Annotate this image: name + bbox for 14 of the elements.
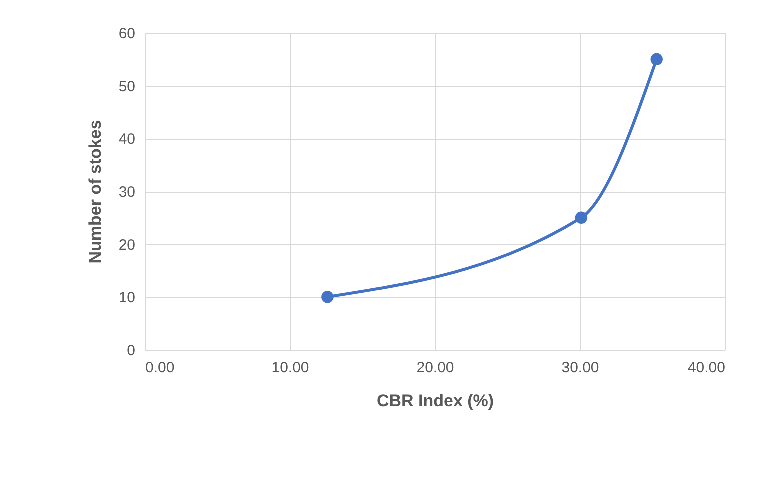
x-axis-title: CBR Index (%) xyxy=(376,392,494,410)
y-tick-label: 20 xyxy=(118,236,136,254)
x-tick-label: 0.00 xyxy=(146,360,175,376)
y-tick-label: 0 xyxy=(127,342,136,360)
x-tick-label: 30.00 xyxy=(562,360,600,376)
x-tick-label: 20.00 xyxy=(416,360,454,376)
y-tick-label: 50 xyxy=(118,78,136,96)
y-axis-title: Number of stokes xyxy=(86,120,105,264)
y-tick-label: 10 xyxy=(118,290,136,307)
x-tick-label: 10.00 xyxy=(272,360,310,376)
y-tick-label: 60 xyxy=(118,26,136,42)
y-tick-label: 30 xyxy=(118,184,136,201)
x-tick-label: 40.00 xyxy=(688,360,726,376)
y-tick-label: 40 xyxy=(118,131,136,148)
